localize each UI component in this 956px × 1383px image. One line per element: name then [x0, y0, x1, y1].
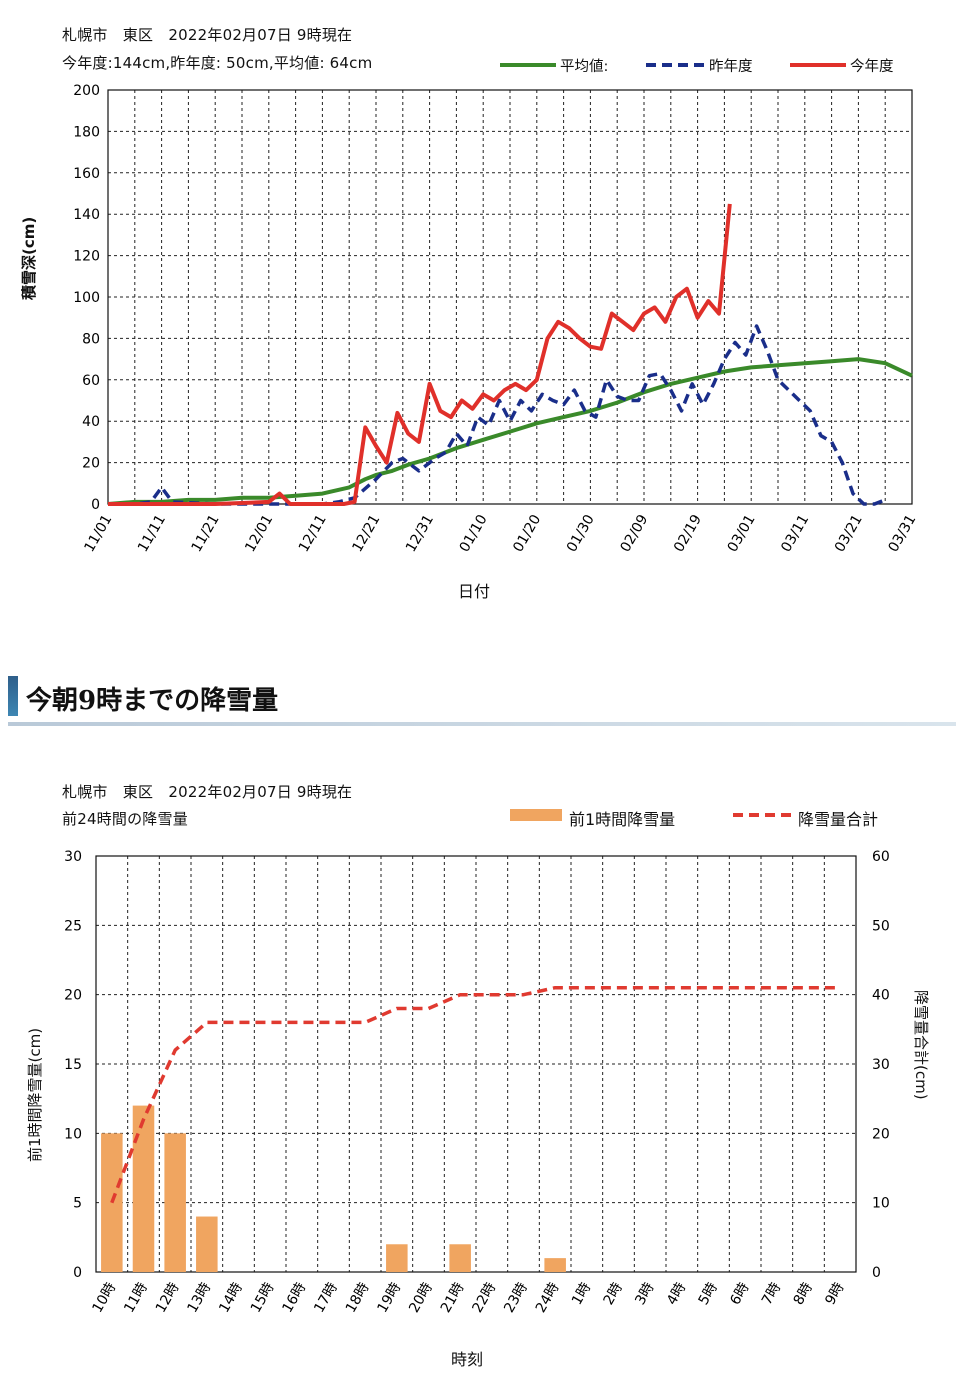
legend-swatch-hourly — [510, 809, 562, 821]
x-tick-label: 12時 — [153, 1280, 183, 1316]
x-tick-label: 7時 — [759, 1280, 784, 1308]
x-tick-label: 17時 — [311, 1280, 341, 1316]
x-tick-label: 10時 — [90, 1280, 120, 1316]
y-right-tick-label: 20 — [872, 1126, 890, 1142]
y-right-tick-label: 40 — [872, 988, 890, 1004]
this-year-line — [108, 203, 732, 506]
chart2-ylabel-right: 降雪量合計(cm) — [912, 990, 930, 1100]
hourly-snowfall-bar — [132, 1105, 155, 1272]
x-tick-label: 19時 — [375, 1280, 405, 1316]
y-tick-label: 120 — [73, 249, 100, 265]
chart1-header-line1: 札幌市 東区 2022年02月07日 9時現在 — [62, 26, 353, 44]
y-tick-label: 100 — [73, 290, 100, 306]
x-tick-label: 2時 — [601, 1280, 626, 1308]
chart2-header-line1: 札幌市 東区 2022年02月07日 9時現在 — [62, 783, 353, 801]
hourly-snowfall-bar — [449, 1244, 471, 1272]
y-left-tick-label: 15 — [64, 1057, 82, 1073]
y-right-tick-label: 30 — [872, 1057, 890, 1073]
cumulative-snowfall-line — [110, 985, 841, 1204]
x-tick-label: 21時 — [438, 1280, 468, 1316]
y-tick-label: 60 — [82, 373, 100, 389]
x-tick-label: 16時 — [280, 1280, 310, 1316]
x-tick-label: 18時 — [343, 1280, 373, 1316]
x-tick-label: 13時 — [185, 1280, 215, 1316]
y-right-tick-label: 60 — [872, 849, 890, 865]
section-header: 今朝9時までの降雪量 — [8, 664, 956, 728]
y-right-tick-label: 50 — [872, 918, 890, 934]
section-underline — [8, 722, 956, 726]
chart1-header-line2: 今年度:144cm,昨年度: 50cm,平均値: 64cm — [62, 54, 373, 72]
legend-label-this-year: 今年度 — [850, 59, 894, 75]
y-right-tick-label: 10 — [872, 1196, 890, 1212]
chart2-xlabel: 時刻 — [451, 1350, 484, 1369]
section-title: 今朝9時までの降雪量 — [26, 686, 279, 716]
chart1-legend-swatches — [500, 63, 846, 67]
y-tick-label: 20 — [82, 456, 100, 472]
y-tick-label: 40 — [82, 414, 100, 430]
legend-label-average: 平均値: — [560, 59, 609, 75]
x-tick-label: 3時 — [632, 1280, 657, 1308]
x-tick-label: 23時 — [501, 1280, 531, 1316]
y-tick-label: 80 — [82, 331, 100, 347]
x-tick-label: 11時 — [121, 1280, 151, 1316]
y-tick-label: 140 — [73, 207, 100, 223]
chart2-header-line2: 前24時間の降雪量 — [62, 810, 188, 828]
legend-label-hourly: 前1時間降雪量 — [569, 810, 676, 829]
legend-label-total: 降雪量合計 — [798, 810, 879, 829]
x-tick-label: 9時 — [822, 1280, 847, 1308]
plot-frame — [107, 89, 913, 505]
x-tick-label: 15時 — [248, 1280, 278, 1316]
x-tick-label: 1時 — [569, 1280, 594, 1308]
chart2-ylabel-left: 前1時間降雪量(cm) — [26, 1027, 44, 1162]
x-tick-label: 22時 — [470, 1280, 500, 1316]
y-tick-label: 0 — [91, 497, 100, 513]
hourly-snowfall-bar — [386, 1244, 408, 1272]
x-tick-label: 14時 — [216, 1280, 246, 1316]
y-right-tick-label: 0 — [872, 1265, 881, 1281]
hourly-snowfall-bar — [164, 1133, 186, 1272]
x-tick-label: 20時 — [406, 1280, 436, 1316]
y-tick-label: 180 — [73, 124, 100, 140]
x-tick-label: 5時 — [696, 1280, 721, 1308]
y-left-tick-label: 25 — [64, 918, 82, 934]
y-left-tick-label: 20 — [64, 988, 82, 1004]
plot-frame — [95, 855, 857, 1273]
y-tick-label: 200 — [73, 83, 100, 99]
x-tick-label: 24時 — [533, 1280, 563, 1316]
legend-label-last-year: 昨年度 — [709, 59, 753, 75]
y-left-tick-label: 5 — [73, 1196, 82, 1212]
y-left-tick-label: 30 — [64, 849, 82, 865]
hourly-snowfall-bar — [196, 1216, 218, 1272]
y-tick-label: 160 — [73, 166, 100, 182]
last-year-line — [108, 324, 886, 506]
chart2-legend-swatches — [510, 809, 793, 821]
section-accent-bar — [8, 676, 18, 716]
y-left-tick-label: 10 — [64, 1126, 82, 1142]
chart1-xlabel: 日付 — [458, 582, 491, 601]
x-tick-label: 8時 — [791, 1280, 816, 1308]
x-tick-label: 4時 — [664, 1280, 689, 1308]
average-line — [107, 357, 913, 506]
hourly-snowfall-bar — [544, 1258, 566, 1272]
y-left-tick-label: 0 — [73, 1265, 82, 1281]
x-tick-label: 6時 — [727, 1280, 752, 1308]
